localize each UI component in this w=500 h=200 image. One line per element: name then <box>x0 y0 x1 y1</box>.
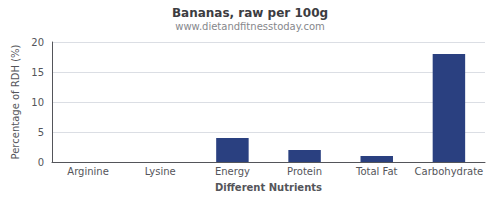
svg-text:Carbohydrate: Carbohydrate <box>415 166 484 177</box>
svg-text:15: 15 <box>31 67 44 78</box>
svg-text:www.dietandfitnesstoday.com: www.dietandfitnesstoday.com <box>175 21 324 32</box>
svg-text:Energy: Energy <box>215 166 250 177</box>
svg-text:Protein: Protein <box>287 166 322 177</box>
svg-text:Total Fat: Total Fat <box>355 166 397 177</box>
svg-text:0: 0 <box>38 157 44 168</box>
svg-text:5: 5 <box>38 127 44 138</box>
svg-text:Different Nutrients: Different Nutrients <box>215 182 322 193</box>
svg-text:Bananas, raw per 100g: Bananas, raw per 100g <box>172 6 328 20</box>
svg-text:Lysine: Lysine <box>145 166 176 177</box>
svg-text:10: 10 <box>31 97 44 108</box>
svg-text:20: 20 <box>31 37 44 48</box>
svg-text:Percentage of RDH (%): Percentage of RDH (%) <box>10 44 21 159</box>
svg-text:Arginine: Arginine <box>67 166 109 177</box>
